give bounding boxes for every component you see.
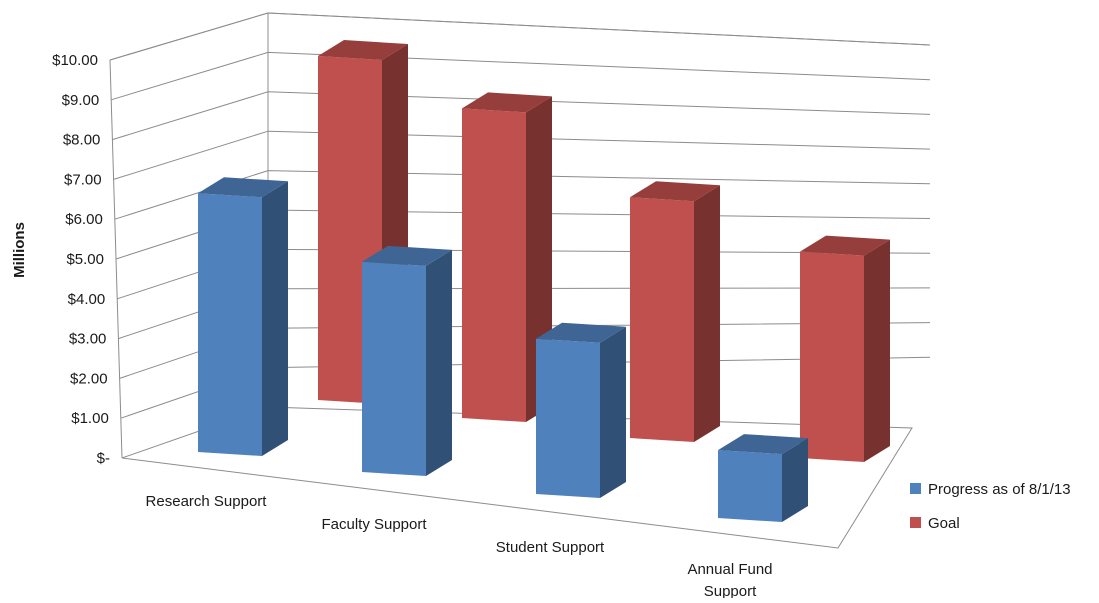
bar-side-face	[694, 185, 720, 442]
category-label: Student Support	[496, 539, 605, 556]
category-label: Research Support	[146, 493, 268, 510]
bar	[198, 177, 288, 456]
bar	[630, 181, 720, 442]
bar	[718, 434, 808, 522]
y-tick-label: $6.00	[65, 211, 103, 228]
category-label: Faculty Support	[321, 516, 427, 533]
gridline	[111, 51, 931, 101]
y-axis-label: Millions	[11, 222, 28, 278]
bar-side-face	[782, 438, 808, 522]
legend-label: Goal	[928, 515, 960, 532]
bar-side-face	[864, 239, 890, 462]
legend-label: Progress as of 8/1/13	[928, 481, 1071, 498]
bar-top-face	[536, 322, 626, 343]
bar-front-face	[536, 338, 600, 498]
legend-swatch	[910, 517, 921, 528]
legend-swatch	[910, 483, 921, 494]
bar-top-face	[630, 181, 720, 202]
y-tick-label: $2.00	[70, 370, 108, 387]
gridline	[109, 12, 931, 61]
gridline	[114, 170, 931, 220]
bar	[536, 322, 626, 498]
y-tick-label: $-	[97, 450, 110, 467]
bar-top-face	[198, 177, 288, 198]
bar-front-face	[462, 108, 526, 423]
bar-front-face	[800, 251, 864, 462]
bar-side-face	[600, 326, 626, 498]
bar	[800, 235, 890, 462]
bar-top-face	[718, 434, 808, 455]
y-tick-label: $10.00	[52, 52, 98, 69]
y-tick-label: $3.00	[69, 331, 107, 348]
y-tick-label: $1.00	[71, 410, 109, 427]
bar-top-face	[318, 40, 408, 60]
gridline	[113, 130, 931, 180]
y-tick-label: $4.00	[68, 291, 106, 308]
y-tick-label: $5.00	[66, 251, 104, 268]
category-labels: Research Support Faculty Support Student S…	[146, 493, 773, 600]
category-label: Annual Fund Support	[687, 561, 772, 598]
bar-top-face	[462, 92, 552, 113]
legend: Progress as of 8/1/13 Goal	[910, 481, 1071, 532]
y-tick-label: $7.00	[64, 171, 102, 188]
y-tick-label: $8.00	[63, 132, 101, 149]
bars	[198, 40, 890, 522]
bar-top-face	[362, 245, 452, 266]
category-label-line: Annual Fund	[687, 561, 772, 578]
bar-top-face	[800, 235, 890, 256]
bar-front-face	[362, 261, 426, 476]
bar-side-face	[426, 249, 452, 476]
bar-front-face	[718, 450, 782, 522]
bar	[462, 92, 552, 423]
y-tick-label: $9.00	[62, 92, 100, 109]
bar-side-face	[262, 181, 288, 456]
bar	[362, 245, 452, 476]
bar-front-face	[630, 197, 694, 442]
y-tick-labels: $- $1.00 $2.00 $3.00 $4.00 $5.00 $6.00 $7.00 $8.…	[52, 52, 110, 467]
wall-top-edge	[109, 12, 931, 61]
gridline	[112, 91, 931, 141]
bar-front-face	[198, 193, 262, 456]
category-label-line: Support	[704, 583, 757, 598]
